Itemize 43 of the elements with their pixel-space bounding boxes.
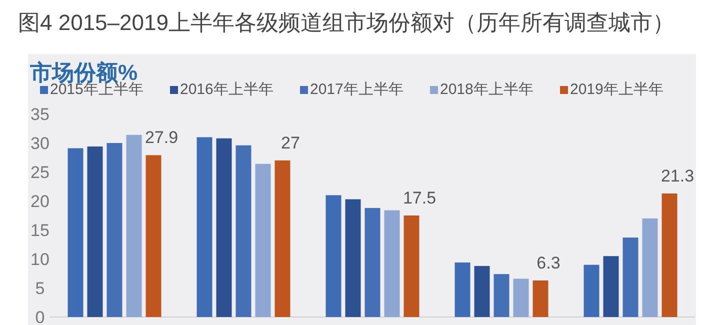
bar (196, 137, 212, 317)
bar (364, 208, 380, 317)
chart-title: 图4 2015–2019上半年各级频道组市场份额对（历年所有调查城市） (18, 10, 674, 35)
bar (106, 143, 122, 317)
bar (126, 134, 142, 317)
legend-label: 2019年上半年 (570, 81, 664, 98)
data-label: 27 (281, 133, 300, 152)
y-tick-label: 25 (30, 163, 50, 182)
y-tick-label: 10 (30, 250, 50, 269)
y-tick-label: 35 (30, 105, 50, 124)
legend-label: 2017年上半年 (310, 81, 404, 98)
bar (642, 218, 658, 317)
bar (532, 280, 548, 317)
bar (513, 278, 529, 317)
legend-label: 2016年上半年 (180, 81, 274, 98)
legend-label: 2018年上半年 (440, 81, 534, 98)
bar (87, 146, 103, 317)
bar (494, 274, 510, 317)
bar (404, 216, 420, 317)
bar (255, 164, 271, 317)
bar (384, 210, 400, 317)
bar (454, 262, 470, 317)
bar (584, 264, 600, 317)
bar (662, 193, 678, 317)
bar (68, 148, 84, 317)
bar (474, 266, 490, 317)
data-label: 27.9 (144, 128, 178, 148)
bar (622, 238, 638, 317)
bar (326, 195, 342, 317)
bar (345, 199, 361, 317)
bar (274, 160, 290, 317)
bar (216, 138, 232, 317)
y-tick-label: 0 (35, 308, 45, 325)
data-label: 17.5 (402, 188, 436, 208)
data-label: 6.3 (536, 253, 560, 272)
y-tick-label: 20 (30, 192, 50, 211)
y-tick-label: 15 (30, 221, 50, 240)
bar (603, 256, 619, 317)
data-label: 21.3 (660, 166, 694, 186)
bar (236, 145, 252, 317)
bar (146, 155, 162, 317)
y-tick-label: 30 (30, 134, 50, 153)
y-tick-label: 5 (35, 279, 45, 298)
